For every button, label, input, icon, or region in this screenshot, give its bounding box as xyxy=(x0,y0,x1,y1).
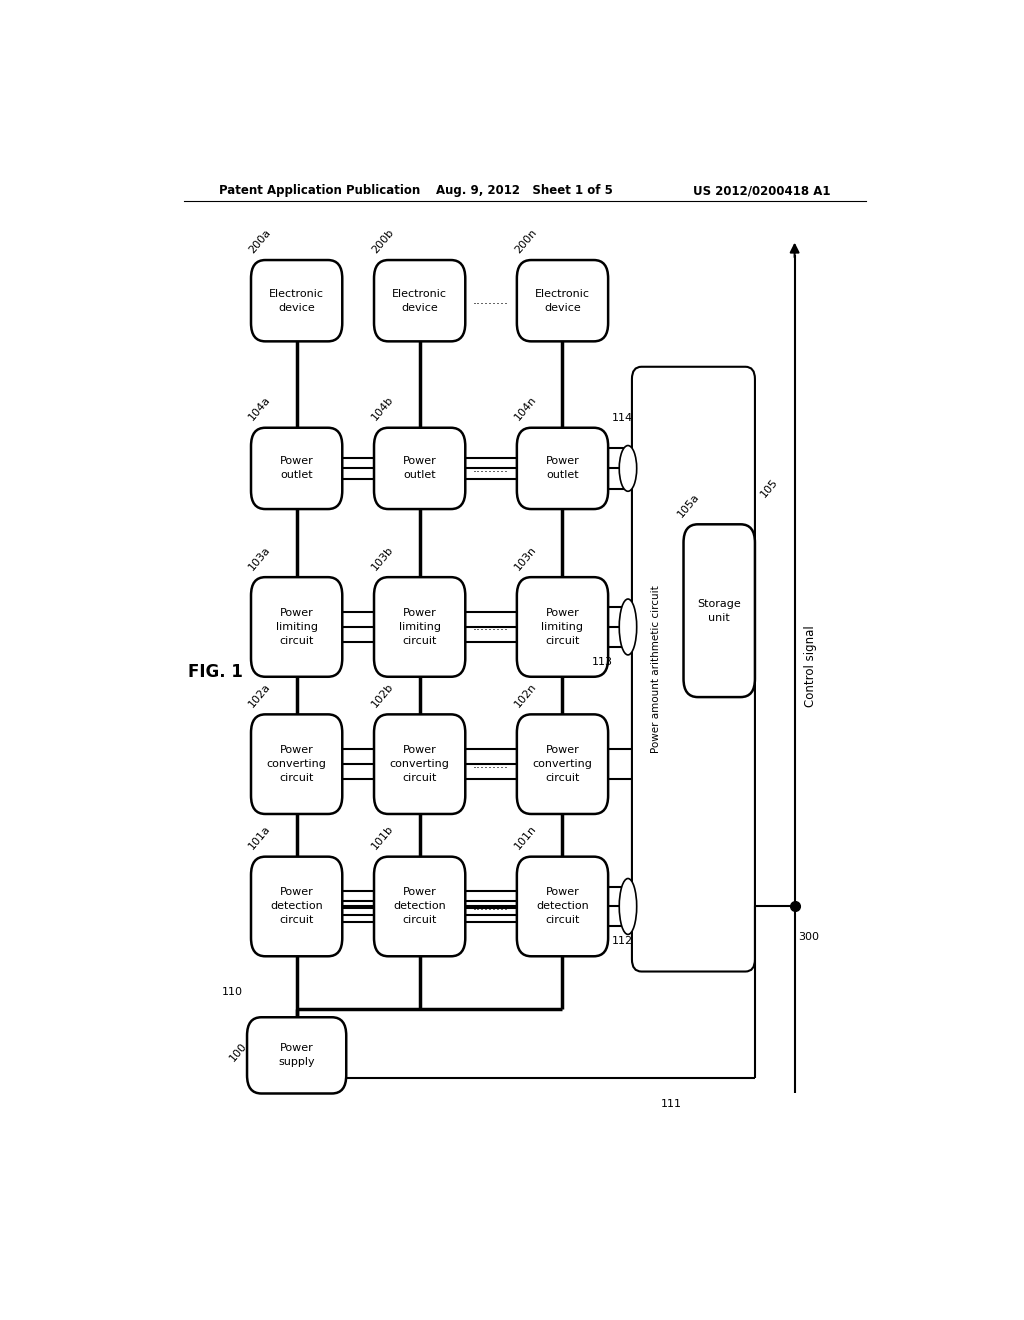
FancyBboxPatch shape xyxy=(251,857,342,956)
FancyBboxPatch shape xyxy=(374,857,465,956)
Text: 102a: 102a xyxy=(247,681,272,709)
Ellipse shape xyxy=(620,599,637,655)
Text: 103a: 103a xyxy=(247,544,272,572)
Text: 100: 100 xyxy=(227,1040,249,1063)
Text: 103n: 103n xyxy=(513,544,539,572)
FancyBboxPatch shape xyxy=(374,714,465,814)
Text: 114: 114 xyxy=(612,413,633,422)
Text: 104a: 104a xyxy=(247,395,272,422)
Text: 103b: 103b xyxy=(370,544,395,572)
FancyBboxPatch shape xyxy=(247,1018,346,1093)
FancyBboxPatch shape xyxy=(684,524,755,697)
FancyBboxPatch shape xyxy=(251,260,342,342)
Text: US 2012/0200418 A1: US 2012/0200418 A1 xyxy=(693,185,830,198)
Text: Electronic
device: Electronic device xyxy=(535,289,590,313)
FancyBboxPatch shape xyxy=(632,367,755,972)
Text: Power
limiting
circuit: Power limiting circuit xyxy=(398,609,440,645)
Text: 101b: 101b xyxy=(370,824,395,851)
Text: 101n: 101n xyxy=(513,824,539,851)
Text: Power
outlet: Power outlet xyxy=(402,457,436,480)
Text: 200b: 200b xyxy=(370,227,396,255)
Text: 102b: 102b xyxy=(370,681,396,709)
Text: 111: 111 xyxy=(662,1098,682,1109)
Text: FIG. 1: FIG. 1 xyxy=(187,663,243,681)
Text: Power
detection
circuit: Power detection circuit xyxy=(393,887,446,925)
Text: .........: ......... xyxy=(473,758,509,771)
Text: 113: 113 xyxy=(592,657,613,667)
Text: .........: ......... xyxy=(473,900,509,913)
FancyBboxPatch shape xyxy=(251,577,342,677)
Text: Patent Application Publication: Patent Application Publication xyxy=(219,185,421,198)
Text: 200a: 200a xyxy=(247,227,272,255)
Text: Power
converting
circuit: Power converting circuit xyxy=(532,746,593,783)
FancyBboxPatch shape xyxy=(251,428,342,510)
Text: 104b: 104b xyxy=(370,395,396,422)
Text: 300: 300 xyxy=(799,932,819,942)
FancyBboxPatch shape xyxy=(517,577,608,677)
Text: Control signal: Control signal xyxy=(804,626,817,708)
Text: Power
limiting
circuit: Power limiting circuit xyxy=(542,609,584,645)
FancyBboxPatch shape xyxy=(517,260,608,342)
FancyBboxPatch shape xyxy=(517,428,608,510)
Text: .........: ......... xyxy=(473,294,509,308)
Text: Electronic
device: Electronic device xyxy=(392,289,447,313)
FancyBboxPatch shape xyxy=(517,714,608,814)
Text: Storage
unit: Storage unit xyxy=(697,599,741,623)
Text: Power
detection
circuit: Power detection circuit xyxy=(270,887,323,925)
Text: Power
limiting
circuit: Power limiting circuit xyxy=(275,609,317,645)
Text: 104n: 104n xyxy=(513,395,539,422)
Text: 200n: 200n xyxy=(513,227,539,255)
Text: Power
supply: Power supply xyxy=(279,1043,315,1068)
Ellipse shape xyxy=(620,879,637,935)
Text: 110: 110 xyxy=(222,987,243,997)
Text: Power
outlet: Power outlet xyxy=(280,457,313,480)
FancyBboxPatch shape xyxy=(251,714,342,814)
FancyBboxPatch shape xyxy=(374,577,465,677)
Text: .........: ......... xyxy=(473,462,509,475)
Text: Aug. 9, 2012   Sheet 1 of 5: Aug. 9, 2012 Sheet 1 of 5 xyxy=(436,185,613,198)
Text: 101a: 101a xyxy=(247,824,272,851)
FancyBboxPatch shape xyxy=(374,428,465,510)
Ellipse shape xyxy=(620,446,637,491)
Text: Power
outlet: Power outlet xyxy=(546,457,580,480)
Text: Power
detection
circuit: Power detection circuit xyxy=(537,887,589,925)
Text: 102n: 102n xyxy=(513,681,539,709)
Text: Power
converting
circuit: Power converting circuit xyxy=(266,746,327,783)
Text: Power
converting
circuit: Power converting circuit xyxy=(390,746,450,783)
Text: 105a: 105a xyxy=(676,491,701,519)
FancyBboxPatch shape xyxy=(517,857,608,956)
Text: Power amount arithmetic circuit: Power amount arithmetic circuit xyxy=(650,585,660,752)
Text: 105: 105 xyxy=(759,477,780,499)
Text: Electronic
device: Electronic device xyxy=(269,289,325,313)
Text: 112: 112 xyxy=(612,936,633,946)
Text: .........: ......... xyxy=(473,620,509,634)
FancyBboxPatch shape xyxy=(374,260,465,342)
